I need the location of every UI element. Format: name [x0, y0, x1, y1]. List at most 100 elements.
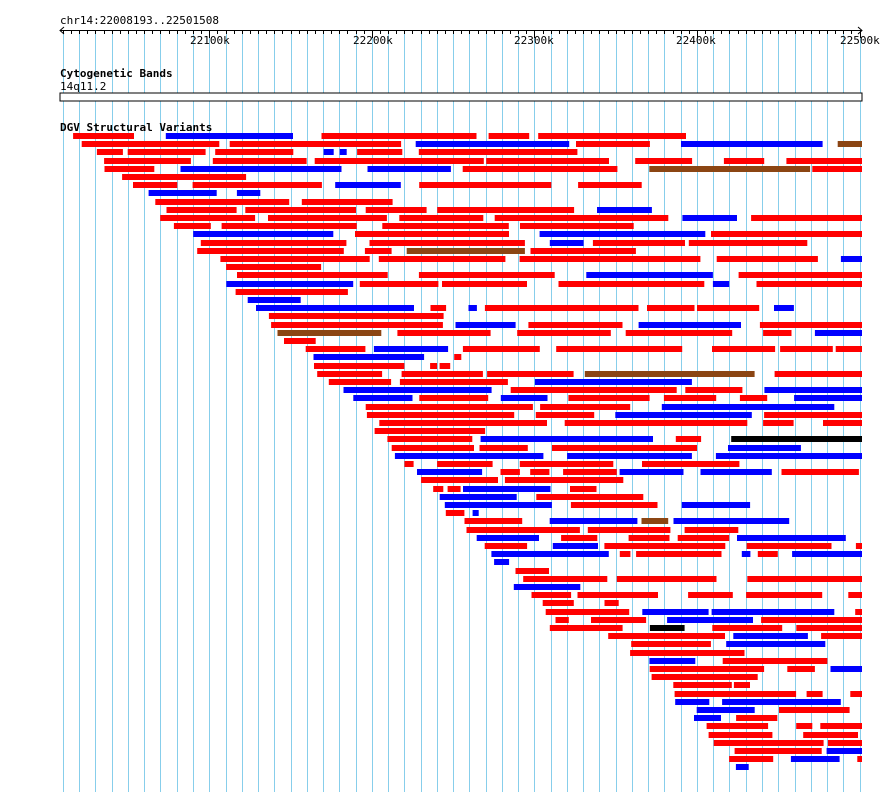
- sv-gain[interactable]: [688, 592, 733, 598]
- sv-loss[interactable]: [726, 641, 826, 647]
- sv-loss[interactable]: [415, 141, 570, 147]
- sv-loss[interactable]: [148, 190, 217, 196]
- sv-gain[interactable]: [570, 486, 597, 492]
- sv-gain[interactable]: [404, 461, 414, 467]
- sv-inversion[interactable]: [277, 330, 382, 336]
- sv-gain[interactable]: [564, 420, 748, 426]
- sv-loss[interactable]: [417, 469, 483, 475]
- sv-gain[interactable]: [419, 182, 552, 188]
- sv-gain[interactable]: [399, 379, 508, 385]
- sv-loss[interactable]: [661, 404, 835, 410]
- sv-loss[interactable]: [247, 297, 301, 303]
- sv-gain[interactable]: [268, 215, 387, 221]
- sv-gain[interactable]: [314, 158, 484, 164]
- sv-gain[interactable]: [530, 469, 550, 475]
- sv-gain[interactable]: [127, 149, 206, 155]
- sv-gain[interactable]: [73, 133, 134, 139]
- sv-gain[interactable]: [713, 740, 824, 746]
- sv-loss[interactable]: [619, 469, 684, 475]
- sv-gain[interactable]: [568, 395, 650, 401]
- sv-gain[interactable]: [685, 387, 743, 393]
- sv-gain[interactable]: [761, 617, 862, 623]
- sv-gain[interactable]: [487, 371, 574, 377]
- sv-gain[interactable]: [366, 412, 515, 418]
- sv-gain[interactable]: [774, 371, 862, 377]
- sv-gain[interactable]: [466, 527, 580, 533]
- sv-gain[interactable]: [520, 223, 634, 229]
- sv-gain[interactable]: [827, 740, 862, 746]
- sv-gain[interactable]: [479, 445, 528, 451]
- sv-gain[interactable]: [688, 240, 808, 246]
- sv-loss[interactable]: [335, 182, 401, 188]
- sv-loss[interactable]: [539, 231, 706, 237]
- sv-loss[interactable]: [476, 535, 539, 541]
- sv-gain[interactable]: [647, 305, 695, 311]
- sv-gain[interactable]: [552, 445, 697, 451]
- sv-gain[interactable]: [96, 149, 123, 155]
- sv-gain[interactable]: [538, 133, 686, 139]
- sv-loss[interactable]: [367, 166, 451, 172]
- sv-gain[interactable]: [519, 256, 701, 262]
- sv-loss[interactable]: [343, 387, 492, 393]
- sv-loss[interactable]: [439, 494, 517, 500]
- sv-inversion[interactable]: [406, 248, 525, 254]
- sv-loss[interactable]: [444, 502, 552, 508]
- sv-gain[interactable]: [437, 461, 493, 467]
- sv-gain[interactable]: [756, 281, 863, 287]
- sv-loss[interactable]: [830, 666, 863, 672]
- sv-gain[interactable]: [723, 158, 765, 164]
- sv-gain[interactable]: [155, 199, 290, 205]
- sv-loss[interactable]: [463, 486, 551, 492]
- sv-gain[interactable]: [812, 166, 862, 172]
- sv-gain[interactable]: [848, 592, 862, 598]
- sv-loss[interactable]: [165, 133, 293, 139]
- sv-gain[interactable]: [764, 412, 862, 418]
- sv-gain[interactable]: [855, 543, 862, 549]
- sv-gain[interactable]: [835, 346, 862, 352]
- sv-gain[interactable]: [736, 715, 778, 721]
- sv-gain[interactable]: [635, 158, 693, 164]
- sv-gain[interactable]: [391, 445, 474, 451]
- sv-gain[interactable]: [649, 666, 765, 672]
- sv-gain[interactable]: [430, 305, 447, 311]
- sv-gain[interactable]: [369, 240, 525, 246]
- sv-gain[interactable]: [462, 166, 618, 172]
- sv-loss[interactable]: [681, 141, 823, 147]
- sv-loss[interactable]: [675, 699, 710, 705]
- sv-gain[interactable]: [430, 363, 438, 369]
- sv-gain[interactable]: [796, 723, 813, 729]
- sv-inversion[interactable]: [837, 141, 862, 147]
- sv-loss[interactable]: [549, 518, 638, 524]
- sv-loss[interactable]: [814, 330, 862, 336]
- sv-gain[interactable]: [484, 543, 528, 549]
- sv-gain[interactable]: [445, 510, 465, 516]
- sv-loss[interactable]: [711, 609, 835, 615]
- sv-gain[interactable]: [570, 502, 658, 508]
- sv-gain[interactable]: [484, 305, 639, 311]
- sv-gain[interactable]: [803, 732, 858, 738]
- sv-gain[interactable]: [739, 395, 768, 401]
- sv-gain[interactable]: [365, 404, 533, 410]
- sv-gain[interactable]: [706, 723, 769, 729]
- sv-gain[interactable]: [823, 420, 862, 426]
- sv-gain[interactable]: [857, 756, 862, 762]
- sv-gain[interactable]: [642, 461, 740, 467]
- sv-loss[interactable]: [313, 354, 425, 360]
- sv-gain[interactable]: [630, 650, 745, 656]
- sv-gain[interactable]: [442, 281, 527, 287]
- sv-gain[interactable]: [821, 633, 862, 639]
- sv-gain[interactable]: [519, 461, 614, 467]
- sv-gain[interactable]: [578, 182, 642, 188]
- sv-gain[interactable]: [587, 527, 671, 533]
- sv-gain[interactable]: [401, 371, 483, 377]
- sv-gain[interactable]: [536, 494, 644, 500]
- sv-gain[interactable]: [545, 609, 630, 615]
- sv-loss[interactable]: [735, 764, 749, 770]
- sv-loss[interactable]: [193, 231, 334, 237]
- sv-gain[interactable]: [104, 166, 155, 172]
- sv-gain[interactable]: [806, 691, 823, 697]
- sv-loss[interactable]: [455, 322, 516, 328]
- sv-gain[interactable]: [577, 592, 659, 598]
- sv-gain[interactable]: [531, 592, 572, 598]
- sv-gain[interactable]: [399, 215, 484, 221]
